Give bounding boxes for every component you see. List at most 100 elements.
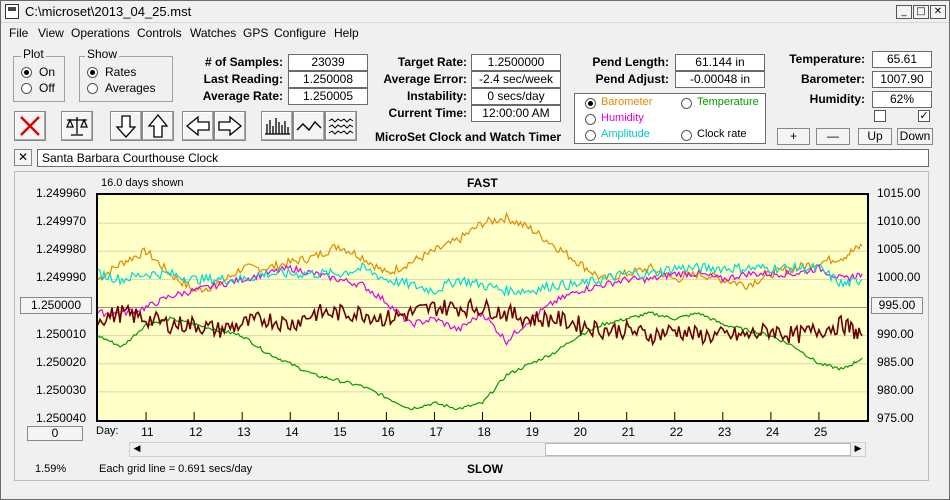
plot-group <box>13 56 65 102</box>
plot-on-radio[interactable] <box>21 67 32 78</box>
left-arrow-button[interactable] <box>182 111 214 141</box>
slow-label: SLOW <box>467 462 503 476</box>
right-checkbox[interactable]: ✓ <box>918 109 930 122</box>
left-tick-label: 1.249980 <box>35 242 86 257</box>
clear-data-button[interactable] <box>14 111 46 141</box>
line-chart-button[interactable] <box>293 111 325 141</box>
scale-down-button[interactable]: Down <box>897 128 933 145</box>
temperature-field: 65.61 <box>872 51 932 68</box>
right-tick-label: 1010.00 <box>877 214 921 229</box>
close-button[interactable]: ✕ <box>930 5 946 19</box>
right-tick-label: 1015.00 <box>877 186 921 200</box>
menu-gps[interactable]: GPS <box>243 26 269 40</box>
menu-configure[interactable]: Configure <box>274 26 327 40</box>
menu-help[interactable]: Help <box>334 26 359 40</box>
left-tick-label: 1.250040 <box>35 411 86 425</box>
average-error-field: -2.4 sec/week <box>471 71 561 88</box>
x-tick-label: 12 <box>189 425 203 439</box>
average-rate-label: Average Rate: <box>202 89 283 103</box>
right-tick-label: 1000.00 <box>877 270 921 285</box>
clear-name-button[interactable]: ✕ <box>14 149 32 166</box>
last-reading-field: 1.250008 <box>288 71 368 88</box>
right-tick-label: 980.00 <box>877 382 914 397</box>
x-tick-label: 19 <box>525 425 539 439</box>
menu-controls[interactable]: Controls <box>137 26 182 40</box>
scroll-right-icon[interactable]: ▶ <box>854 444 862 454</box>
x-tick-label: 14 <box>285 425 299 439</box>
instability-label: Instability: <box>406 89 467 103</box>
target-rate-field[interactable]: 1.2500000 <box>471 54 561 71</box>
window-title: C:\microset\2013_04_25.mst <box>25 4 192 19</box>
clock-rate-option: Clock rate <box>697 128 747 140</box>
show-rates-radio[interactable] <box>87 67 98 78</box>
series-temperature-line <box>97 311 863 411</box>
plot-area <box>96 193 869 422</box>
current-time-label: Current Time: <box>388 106 467 120</box>
target-rate-label: Target Rate: <box>397 55 467 69</box>
center-rate-button[interactable]: 1.250000 <box>20 297 92 314</box>
scale-plus-button[interactable]: + <box>777 128 810 145</box>
balance-scale-icon <box>66 117 88 136</box>
center-right-button[interactable]: 995.00 <box>871 297 923 314</box>
barometer-option: Barometer <box>601 96 653 108</box>
barometer-radio[interactable] <box>585 98 596 109</box>
show-averages-radio[interactable] <box>87 83 98 94</box>
scale-minus-button[interactable]: — <box>816 128 850 145</box>
temperature-option: Temperature <box>697 96 759 108</box>
series-amplitude-line <box>97 260 863 297</box>
clock-name-input[interactable]: Santa Barbara Courthouse Clock <box>37 149 929 167</box>
x-tick-label: 21 <box>621 425 636 439</box>
samples-label: # of Samples: <box>204 55 283 69</box>
left-tick-label: 1.249970 <box>35 214 86 229</box>
menu-operations[interactable]: Operations <box>71 26 130 40</box>
up-arrow-button[interactable] <box>142 111 174 141</box>
average-error-label: Average Error: <box>383 72 467 86</box>
x-tick-label: 25 <box>813 425 828 439</box>
show-rates-label: Rates <box>105 65 137 79</box>
amplitude-option: Amplitude <box>601 128 650 140</box>
pend-adjust-field: -0.00048 in <box>675 71 765 88</box>
current-time-field: 12:00:00 AM <box>471 105 561 122</box>
balance-button[interactable] <box>61 111 93 141</box>
grid-note: Each grid line = 0.691 secs/day <box>99 463 253 475</box>
scroll-thumb[interactable] <box>545 443 851 456</box>
clock-rate-radio[interactable] <box>681 130 692 141</box>
left-checkbox[interactable] <box>874 110 886 122</box>
pend-length-field[interactable]: 61.144 in <box>675 54 765 71</box>
bar-chart-button[interactable] <box>261 111 293 141</box>
down-arrow-button[interactable] <box>110 111 142 141</box>
menu-watches[interactable]: Watches <box>190 26 237 40</box>
menu-view[interactable]: View <box>38 26 64 40</box>
right-tick-label: 985.00 <box>877 354 914 369</box>
last-reading-label: Last Reading: <box>203 72 283 86</box>
x-tick-label: 24 <box>765 425 780 439</box>
temperature-radio[interactable] <box>681 98 692 109</box>
instability-field: 0 secs/day <box>471 88 561 105</box>
menu-file[interactable]: File <box>9 26 29 40</box>
maximize-button[interactable]: □ <box>913 5 929 19</box>
noise-chart-button[interactable] <box>325 111 357 141</box>
series-clock-rate-line <box>97 297 863 347</box>
wave-icon <box>296 120 322 132</box>
offset-zero-button[interactable]: 0 <box>27 426 83 441</box>
noise-lines-icon <box>328 118 354 135</box>
menu-bar: File View Operations Controls Watches GP… <box>1 23 949 43</box>
scale-up-button[interactable]: Up <box>858 128 892 145</box>
app-caption: MicroSet Clock and Watch Timer <box>375 130 562 144</box>
minimize-button[interactable]: _ <box>896 5 912 19</box>
pend-length-label: Pend Length: <box>592 55 669 69</box>
humidity-option: Humidity <box>601 112 644 124</box>
percent-readout: 1.59% <box>35 463 67 475</box>
barometer-label: Barometer: <box>800 72 865 86</box>
x-tick-label: 16 <box>381 425 395 439</box>
humidity-radio[interactable] <box>585 114 596 125</box>
pend-adjust-label: Pend Adjust: <box>595 72 669 86</box>
plot-off-radio[interactable] <box>21 83 32 94</box>
plot-off-label: Off <box>39 81 55 95</box>
barometer-field: 1007.90 <box>872 71 932 88</box>
histogram-icon <box>265 118 290 135</box>
amplitude-radio[interactable] <box>585 130 596 141</box>
right-arrow-button[interactable] <box>214 111 246 141</box>
left-tick-label: 1.249990 <box>35 270 86 285</box>
scroll-left-icon[interactable]: ◀ <box>133 444 141 454</box>
